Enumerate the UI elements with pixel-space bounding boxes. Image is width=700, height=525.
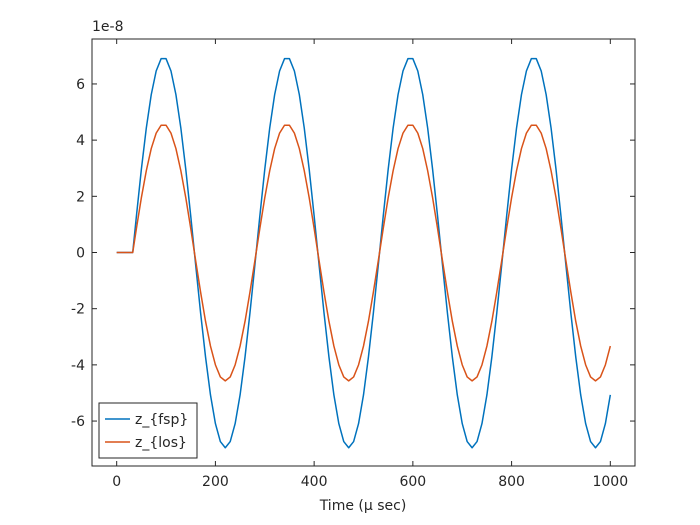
x-tick-label: 200 [202,474,229,490]
x-axis-label: Time (μ sec) [319,498,407,514]
y-multiplier-label: 1e-8 [92,19,123,35]
x-tick-label: 0 [112,474,121,490]
legend-label-fsp: z_{fsp} [135,412,188,428]
x-tick-label: 800 [498,474,525,490]
y-tick-label: 4 [76,133,85,149]
series-line-zlos [116,124,612,382]
legend-label-los: z_{los} [135,435,187,451]
y-tick-label: -4 [71,358,85,374]
legend-box [98,402,198,459]
series-layer [116,57,612,449]
axes-frame [91,38,636,467]
x-tick-label: 600 [399,474,426,490]
ticks-layer: 0 200 400 600 800 1000 -6 -4 -2 0 2 4 6 [71,39,635,490]
y-tick-label: -6 [71,414,85,430]
x-tick-label: 1000 [592,474,628,490]
x-tick-label: 400 [301,474,328,490]
y-tick-label: 2 [76,189,85,205]
y-tick-label: 0 [76,246,85,262]
legend: z_{fsp} z_{los} [98,402,198,459]
y-tick-label: -2 [71,302,85,318]
y-tick-label: 6 [76,77,85,93]
